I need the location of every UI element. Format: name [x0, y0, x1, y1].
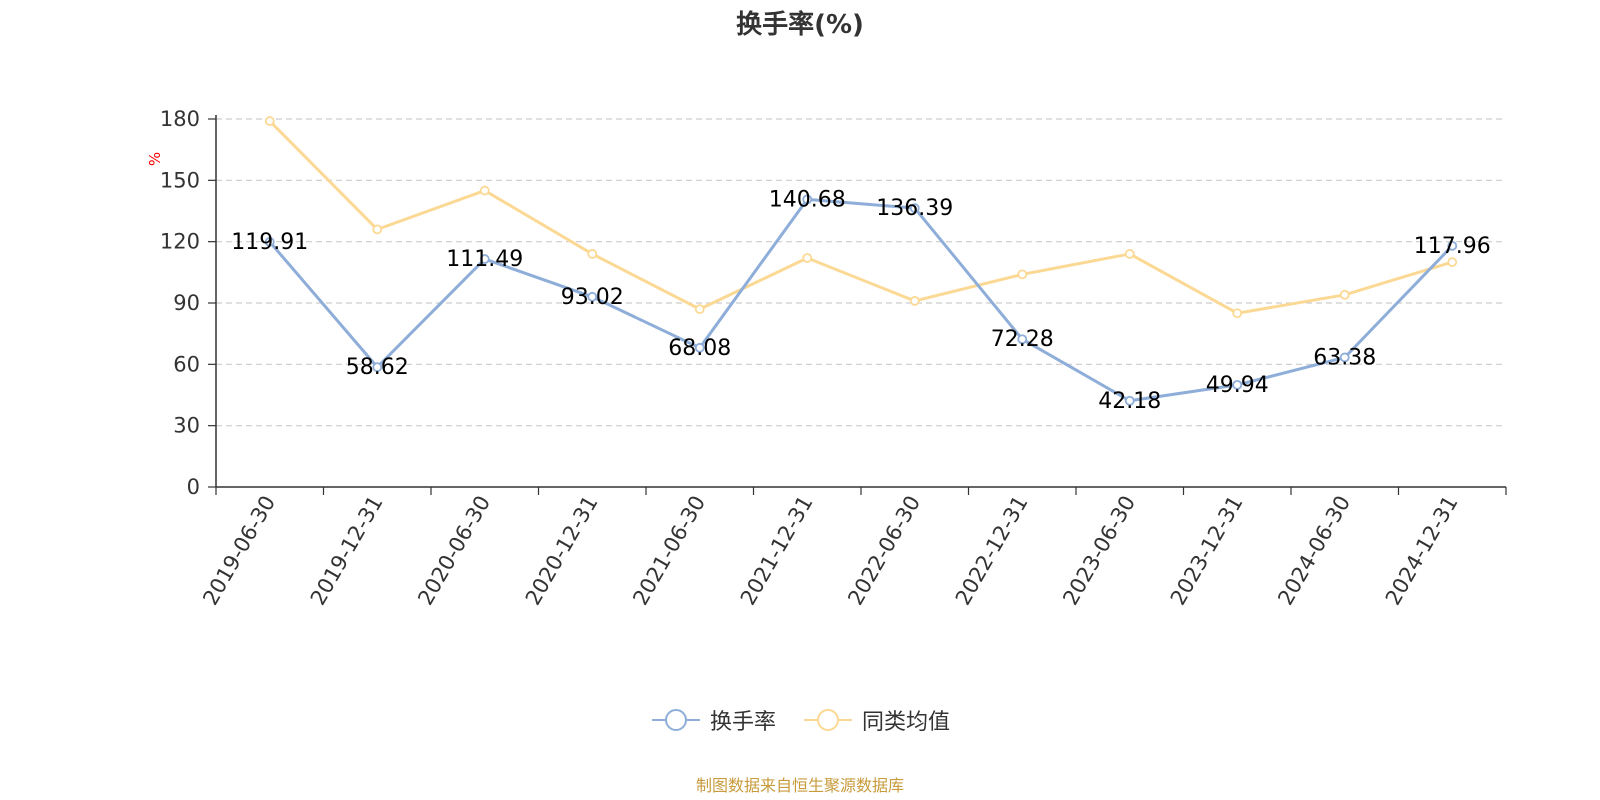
data-labels: 119.91 58.62 111.49 93.02 68.08 140.68 136.39 7… — [231, 187, 1490, 413]
series-point-2 — [1447, 257, 1458, 268]
x-tick-label: 2021-06-30 — [628, 492, 710, 610]
y-tick-label: 180 — [160, 107, 200, 131]
series-point-2 — [372, 224, 383, 235]
legend-swatch-series-2 — [804, 709, 852, 731]
legend-swatch-series-1 — [651, 709, 700, 731]
series-point-1 — [264, 236, 275, 247]
series-point-2 — [1124, 249, 1135, 259]
legend: 换手率 同类均值 — [0, 704, 1600, 736]
series-line-1 — [268, 197, 1454, 403]
y-tick-label: 90 — [173, 291, 200, 315]
x-tick-label: 2023-06-30 — [1058, 492, 1140, 610]
y-tick-label: 150 — [160, 168, 200, 192]
x-tick-label: 2022-06-30 — [843, 492, 925, 610]
legend-label-series-1: 换手率 — [709, 710, 776, 735]
data-label: 49.94 — [1206, 373, 1269, 398]
series-2 — [264, 116, 1458, 319]
x-tick-label: 2019-06-30 — [198, 492, 280, 610]
legend-item-series-1[interactable]: 换手率 — [650, 704, 776, 736]
data-label: 140.68 — [769, 187, 846, 212]
data-label: 111.49 — [446, 247, 523, 272]
y-tick-label: 30 — [173, 414, 200, 438]
series-point-2 — [694, 304, 705, 315]
x-tick-label: 2022-12-31 — [951, 492, 1033, 610]
y-tick-label: 0 — [187, 475, 200, 499]
data-label: 117.96 — [1414, 234, 1491, 259]
series-point-2 — [909, 296, 920, 306]
x-tick-label: 2020-06-30 — [413, 492, 495, 610]
series-point-1 — [372, 362, 383, 373]
series-point-1 — [802, 194, 813, 205]
x-tick-label: 2019-12-31 — [306, 492, 388, 610]
y-tick-label: 60 — [173, 352, 200, 376]
series-point-1 — [479, 254, 490, 264]
data-label: 72.28 — [991, 327, 1054, 352]
x-tick-label: 2024-06-30 — [1273, 492, 1355, 610]
x-tick-label: 2024-12-31 — [1381, 492, 1463, 610]
series-point-2 — [802, 253, 813, 263]
series-point-1 — [587, 291, 598, 302]
series-point-2 — [587, 249, 598, 259]
y-tick-label: 120 — [160, 230, 200, 254]
series-layer — [264, 116, 1458, 406]
series-point-1 — [1447, 240, 1458, 251]
series-point-1 — [1124, 395, 1135, 406]
data-label: 136.39 — [876, 196, 953, 221]
x-tick-label: 2023-12-31 — [1166, 492, 1248, 610]
chart-title: 换手率(%) — [736, 10, 864, 40]
series-point-2 — [1232, 308, 1243, 319]
series-point-1 — [694, 342, 705, 353]
data-label: 93.02 — [561, 285, 624, 310]
series-point-2 — [1339, 289, 1350, 300]
data-label: 63.38 — [1313, 345, 1376, 370]
series-1 — [264, 194, 1458, 406]
x-tick-label: 2021-12-31 — [736, 492, 818, 610]
series-point-2 — [1017, 269, 1028, 280]
data-label: 68.08 — [668, 336, 731, 361]
source-note: 制图数据来自恒生聚源数据库 — [695, 776, 904, 795]
series-point-1 — [1339, 352, 1350, 363]
data-label: 58.62 — [346, 355, 409, 380]
series-point-1 — [909, 203, 920, 214]
x-tick-label: 2020-12-31 — [521, 492, 603, 610]
legend-label-series-2: 同类均值 — [862, 710, 951, 735]
series-point-2 — [479, 185, 490, 196]
data-label: 119.91 — [231, 230, 308, 255]
series-point-1 — [1232, 380, 1243, 390]
series-line-2 — [268, 119, 1453, 315]
series-point-1 — [1017, 334, 1028, 345]
grid-lines — [216, 118, 1506, 427]
y-axis-unit-label: % — [146, 152, 164, 166]
data-label: 42.18 — [1098, 389, 1161, 414]
series-point-2 — [264, 116, 275, 126]
legend-item-series-2[interactable]: 同类均值 — [802, 704, 950, 736]
